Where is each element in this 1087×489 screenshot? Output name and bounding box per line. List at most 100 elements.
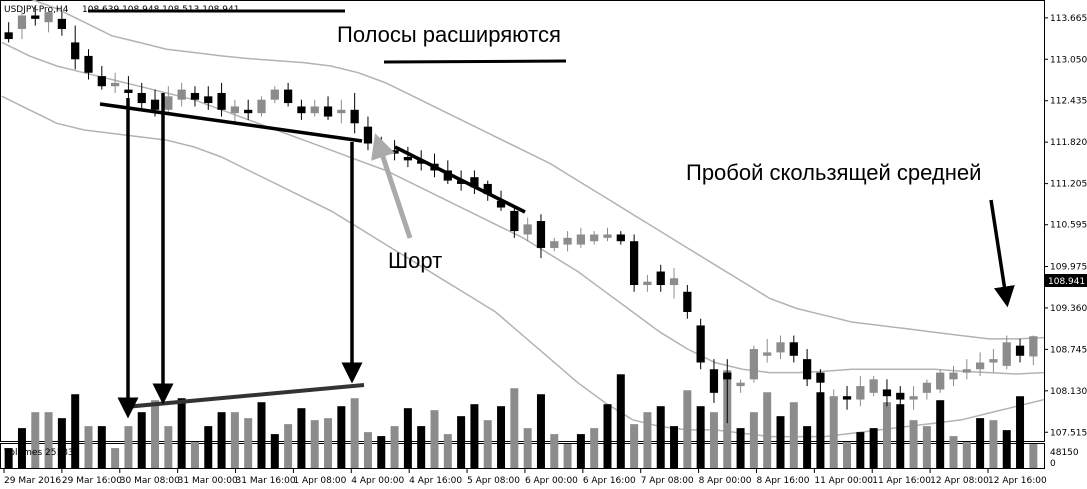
short-entry-arrow (371, 133, 413, 239)
candle-body (523, 224, 532, 235)
volume-bar (882, 402, 891, 468)
candle-body (749, 349, 759, 380)
candle-body (949, 372, 958, 380)
candle-body (137, 92, 146, 104)
volume-bar (749, 412, 758, 468)
time-tick-label: 30 Mar 08:00 (120, 476, 180, 486)
candle-body (310, 106, 319, 114)
candle-body (510, 210, 519, 232)
time-tick-label: 8 Apr 00:00 (699, 476, 752, 486)
candle-body (97, 76, 106, 87)
time-tick-label: 29 Mar 16:00 (62, 476, 122, 486)
time-tick-label: 29 Mar 2016 (4, 476, 61, 486)
candle-body (536, 221, 546, 248)
volume-bar (1016, 396, 1025, 468)
candle-body (616, 234, 625, 242)
volume-bar (137, 412, 146, 468)
volume-bar (776, 416, 785, 468)
candle-body (1002, 342, 1011, 366)
volume-bar (763, 392, 772, 468)
candle-body (337, 109, 346, 114)
candle-body (669, 278, 679, 286)
candle-body (390, 150, 399, 154)
candle-body (403, 156, 413, 161)
annotation-short: Шорт (388, 248, 442, 273)
volume-bar (111, 448, 120, 468)
volume-bar (497, 406, 506, 468)
volume-bar (843, 442, 852, 468)
candle-body (17, 15, 27, 29)
volume-bar (603, 404, 612, 468)
volume-bar (177, 398, 186, 468)
volume-pane-frame (0, 443, 1045, 469)
instrument-label: USDJPY-Pro,H4 (4, 5, 69, 15)
volume-bar (909, 420, 918, 468)
volume-bar (483, 420, 492, 468)
volume-bar (377, 436, 386, 468)
volume-bar (550, 434, 559, 468)
candle-body (57, 18, 67, 29)
candle-body (842, 396, 852, 400)
candle-body (124, 89, 133, 93)
band-middle-line (1, 41, 1045, 375)
candle-body (230, 106, 240, 114)
candle-body (1015, 345, 1025, 356)
volume-tick-label: 48150 (1050, 448, 1079, 458)
candle-body (789, 342, 798, 356)
volume-bar (896, 404, 905, 468)
time-tick-label: 11 Apr 00:00 (814, 476, 873, 486)
candle-body (962, 369, 971, 373)
volume-trendline (124, 383, 365, 409)
volume-bar (789, 402, 798, 468)
candle-body (177, 89, 186, 100)
time-tick-label: 7 Apr 08:00 (641, 476, 694, 486)
volume-bar (230, 412, 239, 468)
volume-bar (856, 432, 865, 468)
volume-bar (4, 448, 13, 468)
volume-bar (803, 426, 812, 468)
price-pane-frame (0, 0, 1045, 442)
candle-body (763, 352, 772, 356)
candle-body (975, 362, 985, 370)
price-axis: 113.665 113.050 112.435 111.820 111.205 110.5… (1044, 14, 1087, 438)
candle-body (936, 372, 945, 390)
candle-body (816, 372, 825, 383)
time-tick-label: 4 Apr 00:00 (351, 476, 404, 486)
volume-bar (44, 412, 53, 468)
time-tick-label: 12 Apr 16:00 (988, 476, 1047, 486)
time-tick-label: 1 Apr 08:00 (293, 476, 346, 486)
price-tick-label: 107.515 (1050, 428, 1087, 438)
volume-bar (337, 406, 346, 468)
candle-body (71, 42, 80, 60)
candle-body (31, 15, 40, 19)
volume-bar (190, 442, 199, 468)
candle-body (244, 109, 253, 114)
breakout-arrow (989, 199, 1015, 308)
volume-bar (257, 402, 266, 468)
volume-bar (297, 408, 306, 468)
candle-body (709, 369, 719, 393)
candle-body (283, 89, 293, 104)
candle-body (882, 389, 892, 397)
volume-bar (576, 434, 585, 468)
band-lower-line (1, 95, 1045, 438)
volume-bar (390, 426, 399, 468)
price-tick-label: 109.360 (1050, 304, 1087, 314)
price-tick-label: 111.205 (1050, 180, 1087, 190)
price-tick-label: 113.050 (1050, 55, 1087, 65)
volume-bar (71, 394, 80, 468)
volume-bar (270, 434, 279, 468)
price-tick-label: 111.820 (1050, 138, 1087, 148)
volume-bar (736, 428, 745, 468)
volume-bar (709, 412, 718, 468)
candle-body (217, 92, 226, 110)
candle-body (603, 234, 612, 238)
time-tick-label: 4 Apr 16:00 (409, 476, 462, 486)
candle-body (776, 342, 785, 353)
candle-body (736, 382, 745, 387)
volume-bar (922, 426, 931, 468)
candle-body (802, 359, 812, 380)
